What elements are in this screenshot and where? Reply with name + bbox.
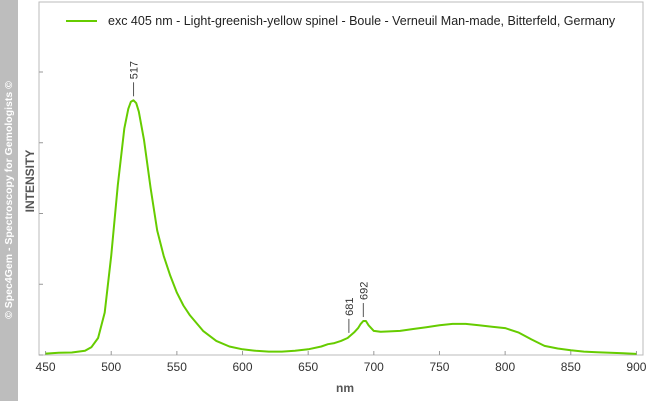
series-line-0 [45, 99, 637, 355]
legend-label: exc 405 nm - Light-greenish-yellow spine… [108, 14, 616, 28]
x-axis: 450 500 550 600 650 700 750 800 850 900 [36, 351, 646, 374]
y-axis [39, 71, 43, 356]
x-axis-title: nm [336, 381, 354, 395]
peak-label-692: 692 [358, 282, 370, 300]
peak-label-517: 517 [129, 61, 141, 79]
x-tick-label-750: 750 [429, 360, 449, 374]
x-tick-label-800: 800 [495, 360, 515, 374]
x-tick-label-650: 650 [298, 360, 318, 374]
x-tick-label-700: 700 [364, 360, 384, 374]
watermark-band: © Spec4Gem - Spectroscopy for Gemologist… [0, 0, 18, 401]
y-axis-title: INTENSITY [23, 150, 37, 213]
legend: exc 405 nm - Light-greenish-yellow spine… [66, 14, 616, 28]
x-tick-label-900: 900 [626, 360, 646, 374]
peak-label-681: 681 [344, 298, 356, 316]
x-tick-label-450: 450 [36, 360, 56, 374]
x-tick-label-850: 850 [561, 360, 581, 374]
series-layer [45, 99, 637, 355]
x-tick-label-550: 550 [167, 360, 187, 374]
x-tick-label-500: 500 [101, 360, 121, 374]
x-tick-label-600: 600 [233, 360, 253, 374]
plot-frame [38, 1, 644, 356]
